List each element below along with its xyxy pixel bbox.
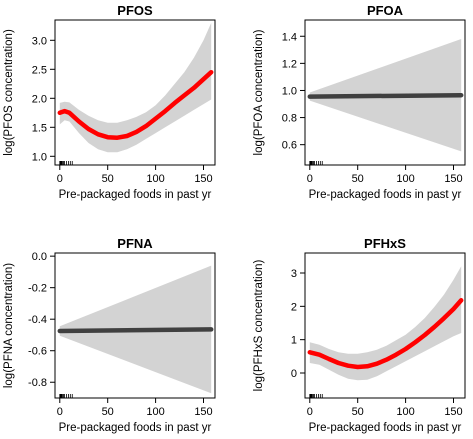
panel-title: PFNA [117,236,153,251]
confidence-band [309,266,462,381]
plot-frame [54,252,216,399]
y-tick-label: 0.8 [282,113,297,125]
plot-frame [54,19,216,166]
x-axis-label: Pre-packaged foods in past yr [59,422,212,434]
x-tick-label: 150 [194,406,212,418]
fitted-line [307,92,464,99]
chart-panel-pfoa: PFOA 0 50 100 150 0.6 0.8 1.0 1.2 1.4 Pre-packaged… [253,3,466,201]
x-tick-label: 0 [307,173,313,185]
y-tick-label: 1.4 [282,31,297,43]
y-tick-label: 1 [291,335,297,347]
confidence-band [59,22,212,153]
x-axis-label: Pre-packaged foods in past yr [309,422,462,434]
y-tick-label: -0.2 [28,283,47,295]
chart-panel-pfna: PFNA 0 50 100 150 -0.8 -0.6 -0.4 -0.2 0.0 Pre-pack… [3,236,216,434]
panel-title: PFHxS [364,236,406,251]
x-tick-label: 100 [396,173,414,185]
x-tick-label: 50 [102,406,114,418]
y-tick-label: 1.2 [282,58,297,70]
y-tick-label: -0.4 [28,314,47,326]
x-tick-label: 150 [444,406,462,418]
fitted-line [57,69,214,140]
y-tick-label: -0.6 [28,346,47,358]
x-tick-label: 150 [444,173,462,185]
plot-frame [304,252,466,399]
chart-panel-pfos: PFOS 0 50 100 150 1.0 1.5 2.0 2.5 3.0 Pre-packaged… [3,3,216,201]
x-axis-label: Pre-packaged foods in past yr [59,189,212,201]
x-tick-label: 0 [307,406,313,418]
panel-title: PFOS [117,3,153,18]
x-tick-label: 100 [146,173,164,185]
x-tick-label: 0 [57,406,63,418]
y-tick-label: 0.0 [32,251,47,263]
chart-panel-pfhxs: PFHxS 0 50 100 150 0 1 2 3 Pre-packaged foods in … [253,236,466,434]
y-tick-label: 2.5 [32,64,47,76]
x-tick-label: 150 [194,173,212,185]
fitted-line [57,327,214,334]
panel-title: PFOA [367,3,404,18]
x-tick-label: 100 [396,406,414,418]
x-tick-label: 50 [352,406,364,418]
x-tick-label: 100 [146,406,164,418]
x-tick-label: 50 [102,173,114,185]
y-tick-label: 2 [291,301,297,313]
y-tick-label: 1.0 [32,151,47,163]
y-tick-label: 1.5 [32,122,47,134]
y-axis-label: log(PFNA concentration) [3,263,15,388]
y-tick-label: 1.0 [282,85,297,97]
y-axis-label: log(PFHxS concentration) [253,259,265,391]
y-tick-label: 3.0 [32,35,47,47]
y-tick-label: 0.6 [282,140,297,152]
x-tick-label: 50 [352,173,364,185]
y-axis-label: log(PFOS concentration) [3,29,15,156]
x-axis-label: Pre-packaged foods in past yr [309,189,462,201]
y-tick-label: 3 [291,268,297,280]
y-axis-label: log(PFOA concentration) [253,29,265,155]
plot-frame [304,19,466,166]
y-tick-label: -0.8 [28,377,47,389]
y-tick-label: 0 [291,368,297,380]
y-tick-label: 2.0 [32,93,47,105]
x-tick-label: 0 [57,173,63,185]
fitted-line [307,298,464,370]
